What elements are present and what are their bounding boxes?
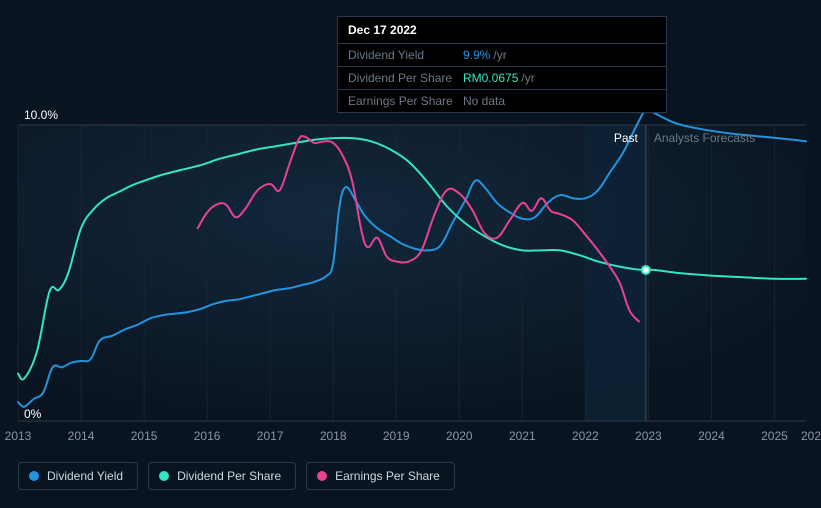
legend-dot-icon [159, 471, 169, 481]
legend-dot-icon [29, 471, 39, 481]
x-axis-label: 2025 [761, 429, 788, 443]
tooltip-row-value: No data [463, 94, 505, 108]
tooltip-date: Dec 17 2022 [338, 17, 666, 44]
legend-label: Earnings Per Share [335, 469, 440, 483]
x-axis-label: 2022 [572, 429, 599, 443]
x-axis-label: 202 [801, 429, 821, 443]
x-axis-label: 2019 [383, 429, 410, 443]
tooltip-row: Earnings Per ShareNo data [338, 90, 666, 112]
x-axis-label: 2014 [68, 429, 95, 443]
dividend-chart: 10.0% 0% 2013 2014 2015 2016 2017 2018 2019 2020… [0, 0, 821, 508]
x-axis-label: 2016 [194, 429, 221, 443]
legend-item-earnings-per-share[interactable]: Earnings Per Share [306, 462, 455, 490]
tooltip-row: Dividend Per ShareRM0.0675/yr [338, 67, 666, 90]
legend-item-dividend-per-share[interactable]: Dividend Per Share [148, 462, 296, 490]
tooltip-row-label: Earnings Per Share [348, 94, 463, 108]
legend-label: Dividend Yield [47, 469, 123, 483]
tooltip-row: Dividend Yield9.9%/yr [338, 44, 666, 67]
forecast-label: Analysts Forecasts [654, 131, 755, 145]
x-axis-label: 2021 [509, 429, 536, 443]
y-axis-label: 0% [24, 407, 41, 421]
x-axis-label: 2015 [131, 429, 158, 443]
x-axis-label: 2017 [257, 429, 284, 443]
tooltip-row-value: RM0.0675 [463, 71, 518, 85]
x-axis-label: 2020 [446, 429, 473, 443]
x-axis-label: 2018 [320, 429, 347, 443]
legend-item-dividend-yield[interactable]: Dividend Yield [18, 462, 138, 490]
x-axis-label: 2023 [635, 429, 662, 443]
legend-label: Dividend Per Share [177, 469, 281, 483]
chart-tooltip: Dec 17 2022 Dividend Yield9.9%/yrDividen… [337, 16, 667, 113]
tooltip-row-suffix: /yr [493, 48, 506, 62]
tooltip-row-label: Dividend Per Share [348, 71, 463, 85]
past-label: Past [614, 131, 638, 145]
tooltip-row-value: 9.9% [463, 48, 490, 62]
y-axis-label: 10.0% [24, 108, 58, 122]
tooltip-row-suffix: /yr [521, 71, 534, 85]
x-axis-label: 2013 [5, 429, 32, 443]
x-axis-label: 2024 [698, 429, 725, 443]
chart-legend: Dividend Yield Dividend Per Share Earnings… [18, 462, 455, 490]
tooltip-row-label: Dividend Yield [348, 48, 463, 62]
legend-dot-icon [317, 471, 327, 481]
